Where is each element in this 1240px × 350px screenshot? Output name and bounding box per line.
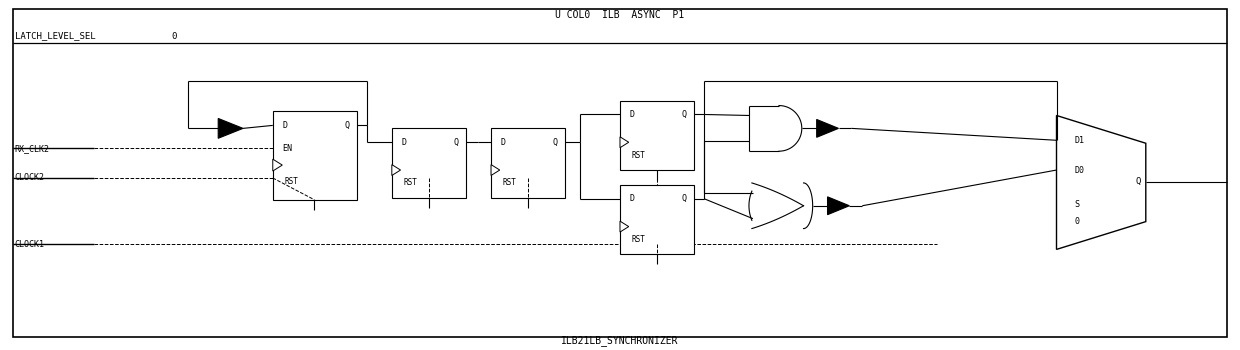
Text: Q: Q [682,110,687,119]
Text: 0: 0 [1074,217,1079,226]
Polygon shape [1056,116,1146,250]
Text: RST: RST [503,178,517,188]
Text: S: S [1074,200,1079,209]
Polygon shape [273,159,283,171]
Polygon shape [491,164,500,175]
Text: 0: 0 [171,32,177,41]
Text: D: D [402,138,407,147]
Text: Q: Q [553,138,558,147]
Polygon shape [620,221,629,232]
Text: Q: Q [1136,177,1141,187]
Text: D: D [283,121,288,130]
Polygon shape [620,137,629,148]
Polygon shape [817,119,838,137]
Text: EN: EN [283,144,293,153]
Text: Q: Q [682,194,687,203]
Text: RST: RST [632,150,646,160]
Text: RST: RST [632,235,646,244]
Text: Q: Q [454,138,459,147]
Text: D: D [630,194,635,203]
Text: D0: D0 [1074,166,1084,175]
Bar [620,100,694,170]
Text: RST: RST [285,177,299,187]
Text: RX_CLK2: RX_CLK2 [15,144,50,153]
Text: Q: Q [345,121,350,130]
Bar [392,128,466,198]
Polygon shape [218,118,243,138]
Text: CLOCK1: CLOCK1 [15,240,45,249]
Bar [273,111,357,200]
Text: CLOCK2: CLOCK2 [15,174,45,182]
Text: D: D [630,110,635,119]
Bar [620,185,694,254]
Text: ILB21LB_SYNCHRONIZER: ILB21LB_SYNCHRONIZER [562,335,678,346]
Bar [491,128,565,198]
Polygon shape [392,164,401,175]
Text: U COL0  ILB  ASYNC  P1: U COL0 ILB ASYNC P1 [556,10,684,20]
Text: LATCH_LEVEL_SEL: LATCH_LEVEL_SEL [15,32,95,41]
Text: D: D [501,138,506,147]
Text: RST: RST [404,178,418,188]
Text: D1: D1 [1074,136,1084,145]
Polygon shape [827,197,849,215]
